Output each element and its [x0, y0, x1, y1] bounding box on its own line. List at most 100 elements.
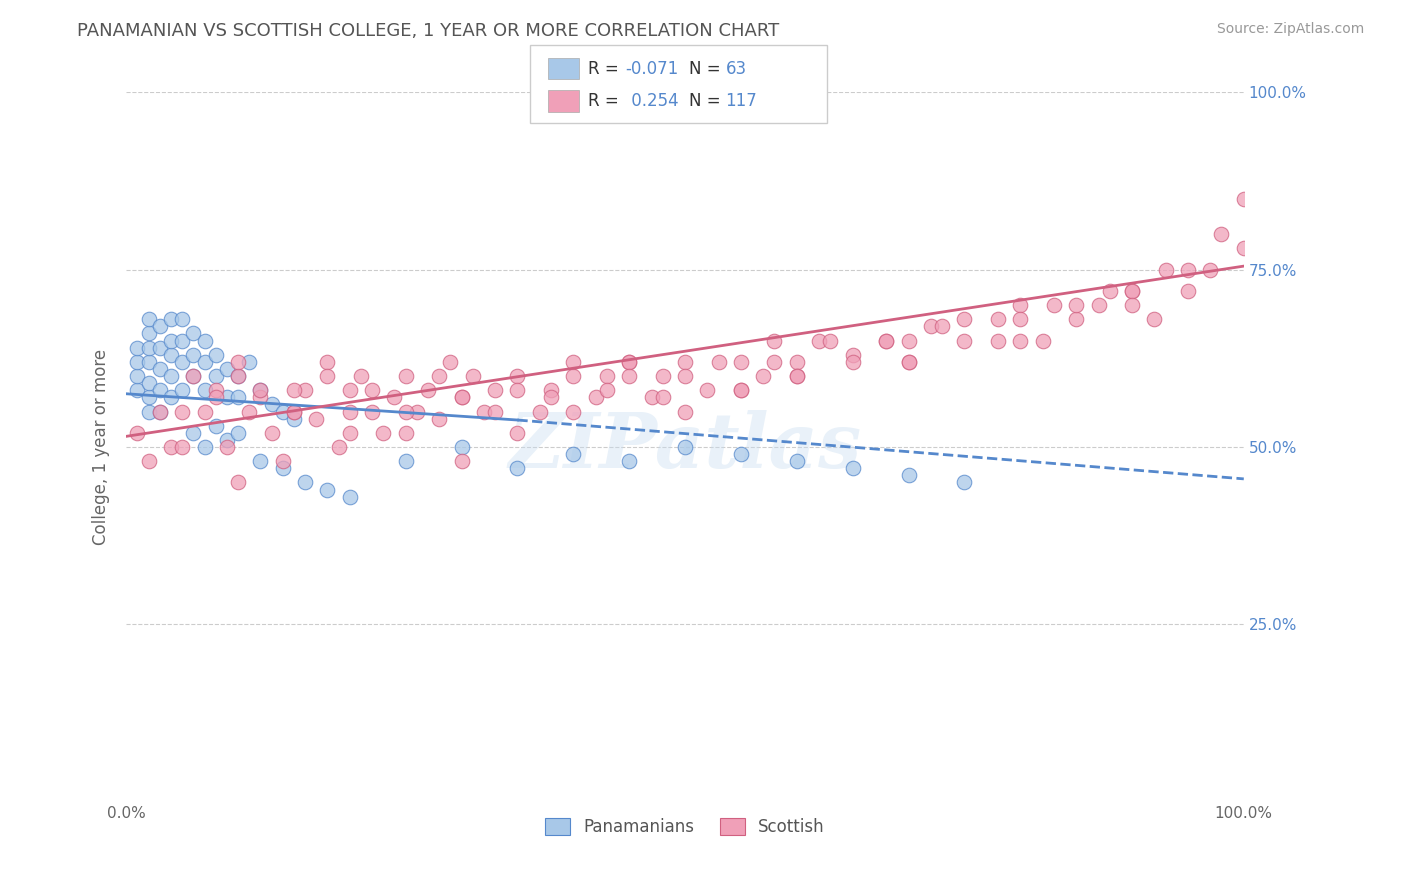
Point [193, 383, 215, 397]
Point [875, 334, 897, 348]
Point [920, 319, 942, 334]
Point [294, 475, 316, 490]
Point [138, 376, 160, 391]
Point [160, 348, 183, 362]
Point [260, 425, 283, 440]
Point [350, 369, 373, 384]
Y-axis label: College, 1 year or more: College, 1 year or more [93, 349, 110, 545]
Text: -0.071: -0.071 [626, 60, 679, 78]
Point [673, 355, 696, 369]
Point [987, 312, 1010, 326]
Point [416, 383, 439, 397]
Text: N =: N = [689, 60, 725, 78]
Point [752, 369, 775, 384]
Point [384, 390, 406, 404]
Point [226, 369, 249, 384]
Point [730, 447, 752, 461]
Point [696, 383, 718, 397]
Point [339, 425, 361, 440]
Point [450, 440, 472, 454]
Point [149, 404, 172, 418]
Point [1154, 262, 1177, 277]
Point [183, 369, 205, 384]
Point [450, 390, 472, 404]
Point [283, 411, 305, 425]
Point [183, 326, 205, 341]
Point [1177, 284, 1199, 298]
Point [506, 369, 529, 384]
Point [707, 355, 730, 369]
Point [226, 355, 249, 369]
Text: PANAMANIAN VS SCOTTISH COLLEGE, 1 YEAR OR MORE CORRELATION CHART: PANAMANIAN VS SCOTTISH COLLEGE, 1 YEAR O… [77, 22, 779, 40]
Legend: Panamanians, Scottish: Panamanians, Scottish [538, 812, 831, 843]
Point [160, 312, 183, 326]
Point [316, 483, 339, 497]
Point [841, 355, 863, 369]
Point [808, 334, 831, 348]
Point [562, 447, 585, 461]
Point [585, 390, 607, 404]
Text: Source: ZipAtlas.com: Source: ZipAtlas.com [1216, 22, 1364, 37]
Point [193, 404, 215, 418]
Point [405, 404, 427, 418]
Point [226, 369, 249, 384]
Point [160, 369, 183, 384]
Point [1199, 262, 1222, 277]
Point [361, 383, 384, 397]
Point [931, 319, 953, 334]
Point [540, 383, 562, 397]
Point [1010, 312, 1032, 326]
Point [472, 404, 495, 418]
Point [841, 348, 863, 362]
Text: 0.254: 0.254 [626, 92, 678, 110]
Point [1032, 334, 1054, 348]
Point [149, 319, 172, 334]
Point [1064, 298, 1087, 312]
Point [305, 411, 328, 425]
Point [127, 383, 149, 397]
Point [339, 383, 361, 397]
Point [160, 440, 183, 454]
Point [484, 404, 506, 418]
Point [1087, 298, 1109, 312]
Point [427, 411, 450, 425]
Point [596, 369, 619, 384]
Point [640, 390, 662, 404]
Point [361, 404, 384, 418]
Point [204, 418, 226, 433]
Point [183, 348, 205, 362]
Point [395, 454, 418, 468]
Point [294, 383, 316, 397]
Point [395, 369, 418, 384]
Point [172, 334, 194, 348]
Point [271, 454, 294, 468]
Point [651, 390, 673, 404]
Point [1010, 298, 1032, 312]
Point [562, 355, 585, 369]
Point [786, 369, 808, 384]
Text: R =: R = [588, 60, 624, 78]
Point [562, 369, 585, 384]
Point [1043, 298, 1066, 312]
Point [1233, 241, 1256, 255]
Point [617, 355, 640, 369]
Point [339, 404, 361, 418]
Point [138, 341, 160, 355]
Point [1098, 284, 1121, 298]
Text: R =: R = [588, 92, 624, 110]
Point [529, 404, 551, 418]
Point [897, 334, 920, 348]
Point [953, 334, 976, 348]
Point [160, 390, 183, 404]
Point [215, 390, 238, 404]
Point [226, 475, 249, 490]
Point [172, 440, 194, 454]
Point [226, 390, 249, 404]
Point [204, 348, 226, 362]
Point [238, 355, 260, 369]
Point [1233, 192, 1256, 206]
Point [138, 454, 160, 468]
Point [506, 425, 529, 440]
Point [439, 355, 461, 369]
Point [149, 341, 172, 355]
